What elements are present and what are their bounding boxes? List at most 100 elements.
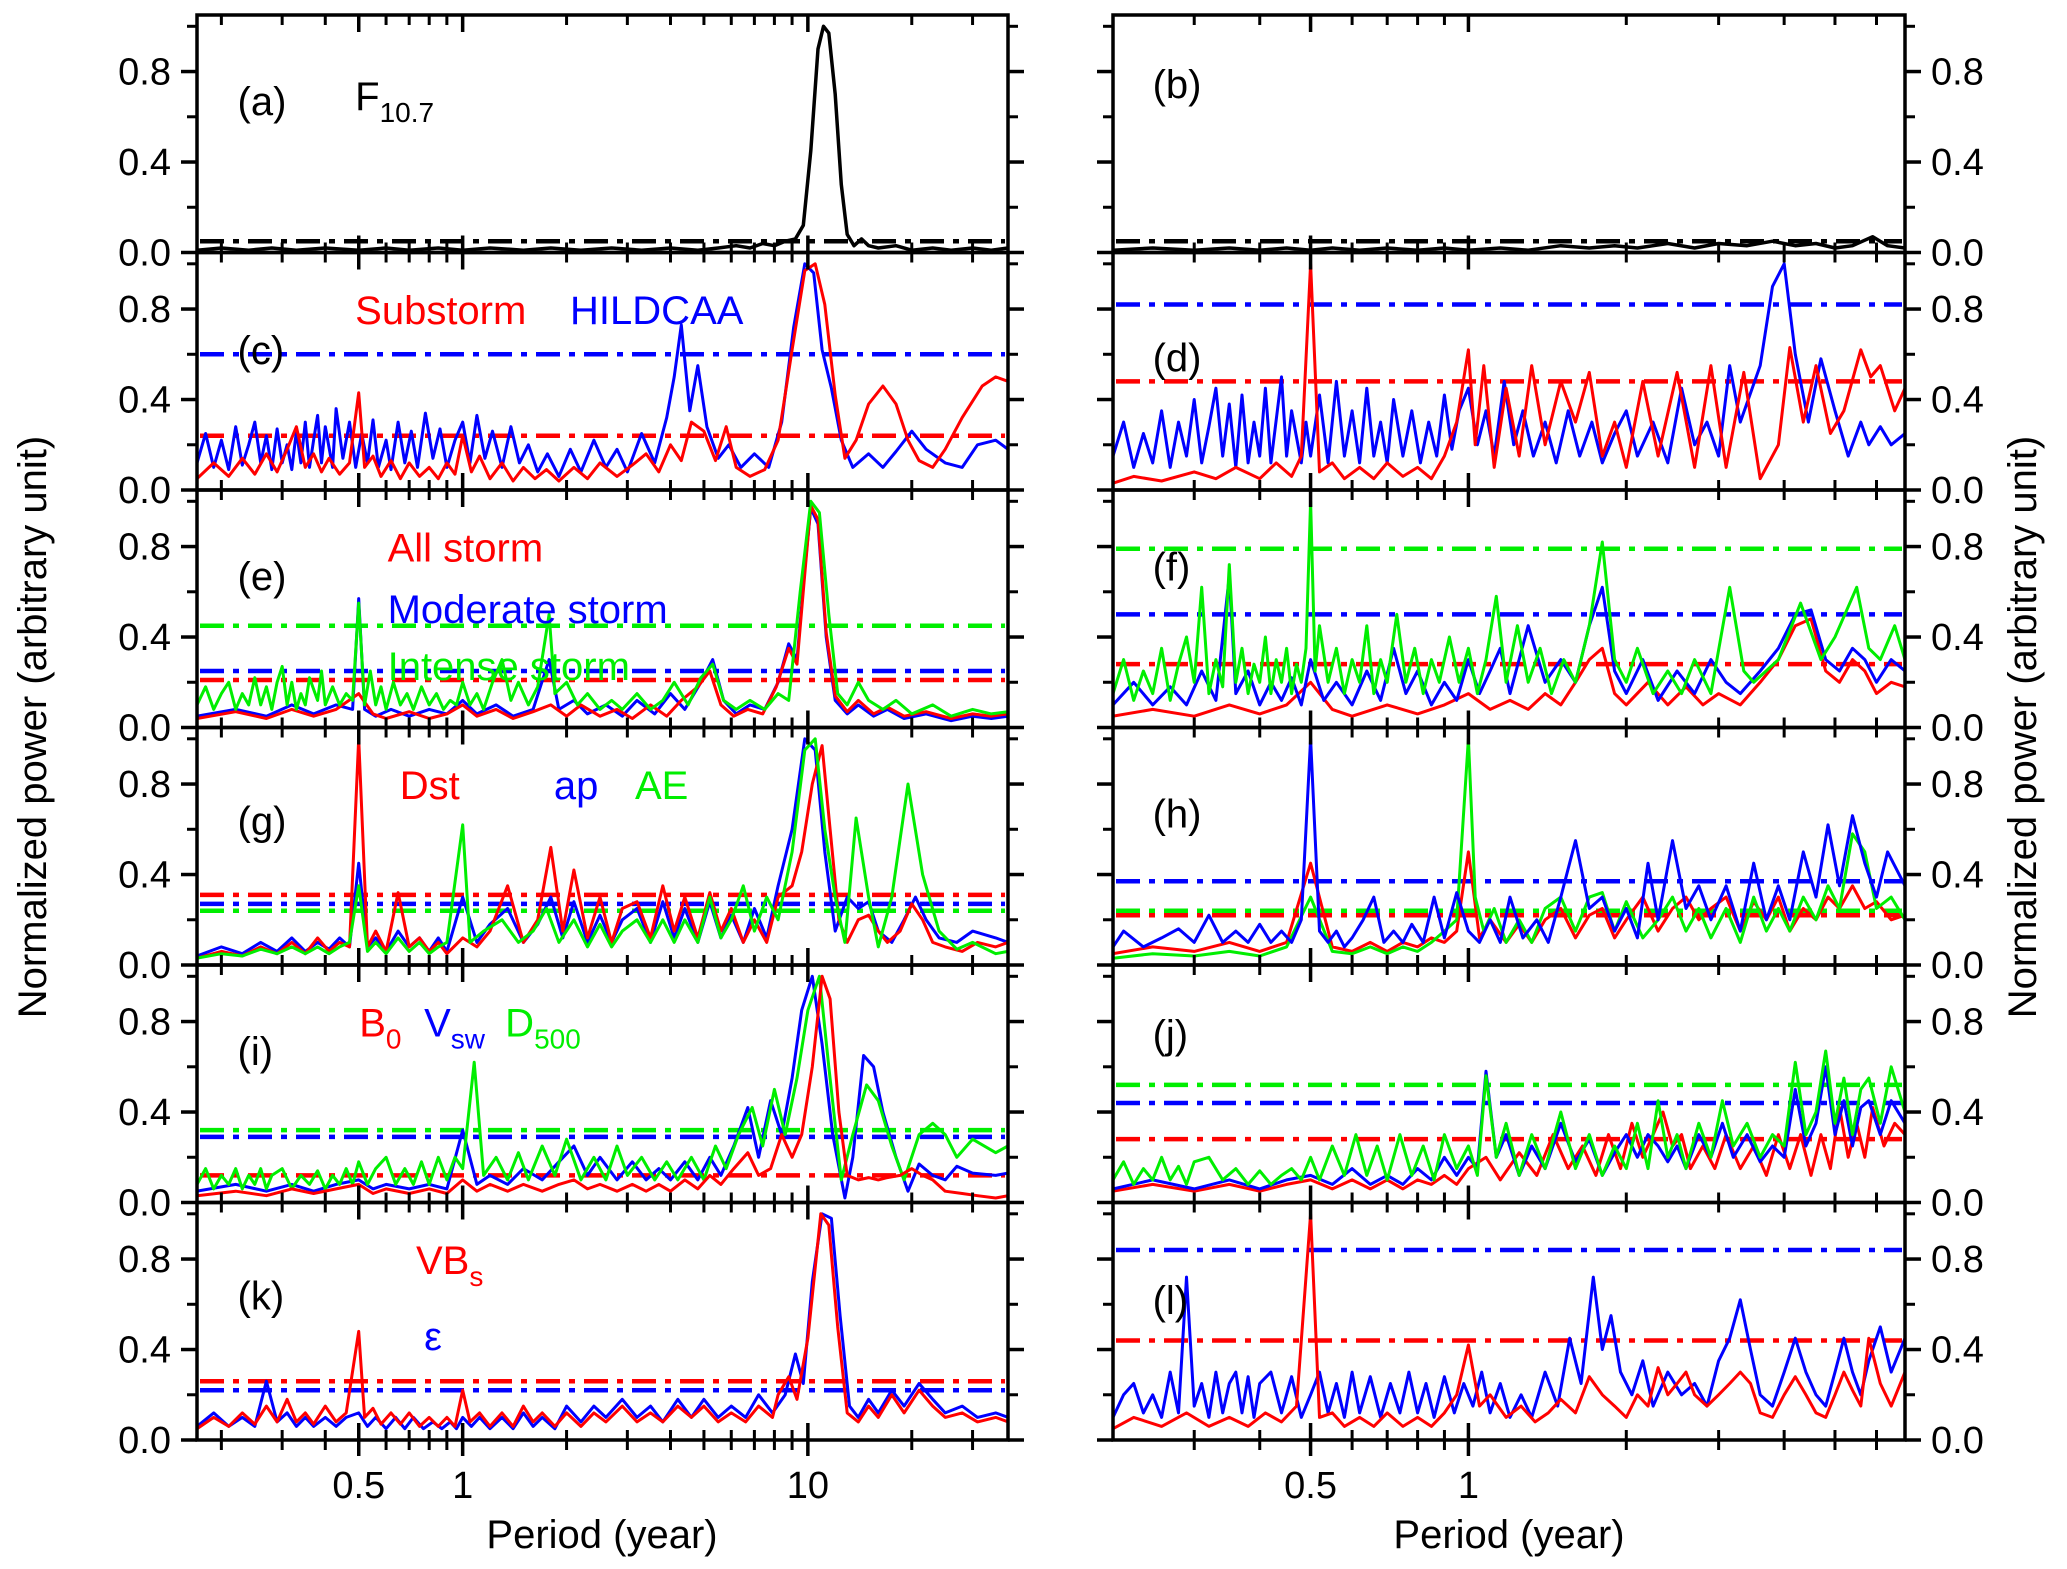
panel-k-label: (k) [238, 1274, 285, 1318]
panel-d-label: (d) [1153, 336, 1202, 380]
panel-i-legend-b: B0 [359, 1001, 401, 1054]
panel-e-legend-intense-storm: Intense storm [388, 645, 630, 689]
panel-a-legend-f: F10.7 [355, 75, 434, 128]
panel-j: 0.0 0.4 0.8 (j) [1097, 963, 1984, 1225]
panel-a-y-tick-label: 0.0 [118, 233, 171, 275]
panel-d: 0.0 0.4 0.8 (d) [1097, 250, 1984, 512]
panel-k-y-tick-label: 0.0 [118, 1420, 171, 1462]
panel-a: 0.0 0.4 0.8 (a) F10.7 [118, 13, 1024, 275]
panel-b-y-tick-label: 0.8 [1931, 52, 1984, 94]
panel-f-series-moderate-storm [1113, 574, 1905, 707]
panel-c-label: (c) [238, 329, 285, 373]
panel-i-legend-d: D500 [505, 1001, 581, 1054]
panel-i-legend-v: Vsw [424, 1001, 486, 1054]
panel-j-y-tick-label: 0.8 [1931, 1002, 1984, 1044]
y-axis-title-left: Normalized power (arbitrary unit) [11, 436, 55, 1018]
panel-e-y-tick-label: 0.8 [118, 527, 171, 569]
panel-i-series-vsw [197, 974, 1008, 1200]
panel-g-y-tick-label: 0.0 [118, 945, 171, 987]
panel-c-legend-substorm: Substorm [355, 289, 526, 333]
panel-a-y-tick-label: 0.8 [118, 52, 171, 94]
panel-l-y-tick-label: 0.0 [1931, 1420, 1984, 1462]
panel-a-series-group [197, 24, 1008, 252]
panel-k-series-vbs [197, 1212, 1008, 1431]
panel-c: 0.0 0.4 0.8 (c) Substorm HILDCAA [118, 250, 1024, 512]
panel-d-series-hildcaa [1113, 262, 1905, 469]
panel-k-frame [195, 1200, 1010, 1442]
panel-g-ticks [181, 727, 1024, 967]
panel-h: 0.0 0.4 0.8 (h) [1097, 725, 1984, 987]
panel-b-series-f10.7 [1113, 234, 1905, 252]
panel-b-frame [1111, 13, 1907, 255]
panel-l-ticks [1097, 1202, 1921, 1456]
panel-a-ticks [181, 15, 1024, 255]
panel-d-y-tick-label: 0.4 [1931, 380, 1984, 422]
panel-b-series-group [1113, 234, 1905, 252]
panel-h-y-tick-label: 0.8 [1931, 764, 1984, 806]
panel-e-label: (e) [238, 555, 287, 599]
panel-e-legend-all-storm: All storm [388, 526, 544, 570]
panel-l-x-tick-label: 0.5 [1284, 1465, 1337, 1507]
panel-l-series-vbs [1113, 1212, 1905, 1431]
panel-f-y-tick-label: 0.8 [1931, 527, 1984, 569]
y-axis-title-right: Normalized power (arbitrary unit) [2001, 436, 2045, 1018]
panel-k-legend-ε: ε [424, 1315, 442, 1359]
panel-c-legend-hildcaa: HILDCAA [570, 289, 744, 333]
panel-c-y-tick-label: 0.8 [118, 289, 171, 331]
panel-l-label: (l) [1153, 1279, 1189, 1323]
panel-g-y-tick-label: 0.4 [118, 855, 171, 897]
panel-l: 0.5 1 0.0 0.4 0.8 (l) [1097, 1200, 1984, 1507]
panel-i: 0.0 0.4 0.8 (i) B0 Vsw D500 [118, 963, 1024, 1225]
panel-j-y-tick-label: 0.4 [1931, 1092, 1984, 1134]
panel-k-y-tick-label: 0.4 [118, 1330, 171, 1372]
panel-f-y-tick-label: 0.4 [1931, 617, 1984, 659]
panel-l-frame [1111, 1200, 1907, 1442]
panel-f-ticks [1097, 490, 1921, 730]
panel-l-y-tick-label: 0.4 [1931, 1330, 1984, 1372]
panel-b-label: (b) [1153, 63, 1202, 107]
panel-h-series-group [1113, 737, 1905, 960]
panel-g-series-ap [197, 737, 1008, 958]
panel-i-ticks [181, 965, 1024, 1205]
panel-e: 0.0 0.4 0.8 (e) All storm Moderate storm Inten… [118, 488, 1024, 750]
panel-a-y-tick-label: 0.4 [118, 142, 171, 184]
panel-g: 0.0 0.4 0.8 (g) Dst ap AE [118, 725, 1024, 987]
panel-i-label: (i) [238, 1030, 274, 1074]
panel-g-series-ae [197, 737, 1008, 960]
panel-g-legend-ap: ap [554, 764, 599, 808]
panel-j-series-d500 [1113, 1049, 1905, 1186]
panel-j-series-group [1113, 1049, 1905, 1193]
panel-f-y-tick-label: 0.0 [1931, 708, 1984, 750]
panel-g-legend-ae: AE [635, 764, 688, 808]
panel-f: 0.0 0.4 0.8 (f) [1097, 488, 1984, 750]
panel-a-frame [195, 13, 1010, 255]
panel-i-y-tick-label: 0.4 [118, 1092, 171, 1134]
panel-b-ticks [1097, 15, 1921, 255]
panel-i-series-b0 [197, 974, 1008, 1200]
panel-g-y-tick-label: 0.8 [118, 764, 171, 806]
panel-j-series-b0 [1113, 1106, 1905, 1193]
panel-j-y-tick-label: 0.0 [1931, 1183, 1984, 1225]
panel-i-y-tick-label: 0.8 [118, 1002, 171, 1044]
panel-f-series-intense-storm [1113, 499, 1905, 702]
panel-k-y-tick-label: 0.8 [118, 1239, 171, 1281]
panel-d-series-group [1113, 262, 1905, 485]
panel-k-x-tick-label: 10 [787, 1465, 829, 1507]
panel-e-series-all-storm [197, 504, 1008, 720]
panel-h-label: (h) [1153, 792, 1202, 836]
panel-d-y-tick-label: 0.0 [1931, 470, 1984, 512]
panel-j-label: (j) [1153, 1013, 1189, 1057]
panel-d-y-tick-label: 0.8 [1931, 289, 1984, 331]
panel-e-legend-moderate-storm: Moderate storm [388, 588, 668, 632]
panel-a-series-f10.7 [197, 24, 1008, 252]
panel-l-series-epsilon [1113, 1275, 1905, 1419]
panel-i-frame [195, 963, 1010, 1205]
panel-l-series-group [1113, 1212, 1905, 1431]
panel-k-series-group [197, 1212, 1008, 1431]
panel-e-y-tick-label: 0.0 [118, 708, 171, 750]
panel-b: 0.0 0.4 0.8 (b) [1097, 13, 1984, 275]
panels-group: 0.0 0.4 0.8 (a) F10.7 0.0 0.4 0.8 (b) 0.0 0.4 0.8 (c… [118, 13, 1984, 1507]
panel-h-y-tick-label: 0.0 [1931, 945, 1984, 987]
